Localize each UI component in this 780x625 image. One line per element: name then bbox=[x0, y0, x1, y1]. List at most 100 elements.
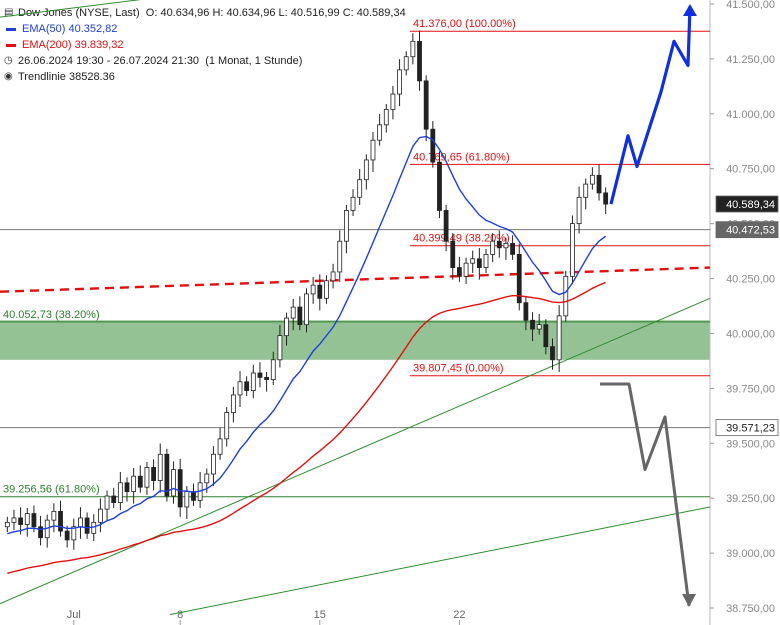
y-tick-label: 40.000,00 bbox=[726, 328, 775, 340]
legend-title-row: ▤ Dow Jones (NYSE, Last) O: 40.634,96 H:… bbox=[4, 5, 406, 21]
candle-body bbox=[450, 240, 456, 268]
fib-level-label: 40.052,73 (38.20%) bbox=[3, 309, 100, 321]
price-label-text: 40.589,34 bbox=[726, 199, 775, 211]
candle-body bbox=[556, 315, 562, 361]
support-zone bbox=[0, 320, 710, 360]
candle-body bbox=[324, 280, 329, 299]
candle-body bbox=[337, 240, 343, 273]
price-label-box bbox=[715, 221, 779, 239]
candle-body bbox=[11, 517, 17, 523]
clock-icon: ◷ bbox=[4, 55, 13, 66]
candle-body bbox=[470, 258, 476, 264]
candle-body bbox=[563, 275, 569, 317]
candle-body bbox=[244, 381, 250, 391]
candle-body bbox=[51, 510, 57, 521]
candle-body bbox=[177, 469, 183, 508]
candle-body bbox=[217, 438, 223, 455]
candle-body bbox=[490, 240, 496, 255]
candle-body bbox=[104, 495, 110, 510]
price-label-box bbox=[715, 419, 779, 437]
ema200-line bbox=[7, 281, 606, 575]
y-tick-label: 41.250,00 bbox=[726, 54, 775, 66]
candle-body bbox=[224, 412, 230, 440]
candle-body bbox=[443, 210, 449, 242]
y-tick-label: 39.750,00 bbox=[726, 383, 775, 395]
candle-body bbox=[171, 469, 176, 497]
x-tick-label: Jul bbox=[67, 609, 81, 621]
fib-level-label: 39.256,56 (61.80%) bbox=[3, 484, 100, 496]
candle-body bbox=[390, 93, 396, 110]
candle-body bbox=[124, 482, 130, 492]
legend-ema50-value: 40.352,82 bbox=[68, 23, 118, 35]
y-tick-label: 41.000,00 bbox=[726, 109, 775, 121]
candle-body bbox=[410, 40, 416, 58]
fib-level-label: 41.376,00 (100.00%) bbox=[413, 18, 516, 30]
green-trendline-top bbox=[0, 0, 141, 18]
x-tick-label: 22 bbox=[453, 609, 465, 621]
legend-title: Dow Jones (NYSE, Last) bbox=[18, 7, 140, 19]
candle-body bbox=[237, 381, 243, 396]
y-tick-label: 39.500,00 bbox=[726, 438, 775, 450]
candle-body bbox=[284, 317, 289, 337]
y-tick-label: 38.750,00 bbox=[726, 603, 775, 615]
candle-body bbox=[530, 319, 535, 330]
green-trendline-upper bbox=[0, 297, 711, 605]
candle-body bbox=[476, 258, 482, 268]
candle-body bbox=[536, 324, 542, 330]
ema50-swatch bbox=[6, 27, 16, 31]
candle-body bbox=[31, 513, 37, 528]
fib-level-label: 40.399,49 (38.20%) bbox=[413, 233, 510, 245]
legend-ema200-value: 39.839,32 bbox=[74, 39, 124, 51]
bearish-arrowhead bbox=[682, 594, 696, 607]
candle-body bbox=[144, 467, 150, 488]
candle-body bbox=[343, 210, 349, 242]
legend-range-row: ◷ 26.06.2024 19:30 - 26.07.2024 21:30 (1… bbox=[4, 53, 406, 69]
candle-body bbox=[71, 526, 77, 541]
candle-body bbox=[230, 394, 236, 413]
candle-body bbox=[543, 324, 549, 348]
candle-body bbox=[363, 159, 369, 181]
legend-ema50-row: EMA(50) 40.352,82 bbox=[4, 21, 406, 37]
candle-body bbox=[423, 80, 429, 130]
candle-body bbox=[131, 475, 137, 492]
candle-body bbox=[78, 517, 83, 528]
candle-body bbox=[24, 513, 30, 525]
candle-body bbox=[304, 293, 309, 326]
legend-trend-label: Trendlinie bbox=[18, 71, 66, 83]
candle-body bbox=[18, 517, 24, 525]
candle-body bbox=[257, 372, 263, 378]
candle-body bbox=[463, 262, 469, 277]
bearish-scenario-path bbox=[600, 382, 691, 606]
candle-body bbox=[164, 453, 170, 497]
candle-body bbox=[383, 109, 389, 126]
candle-body bbox=[151, 467, 156, 482]
candle-body bbox=[98, 508, 103, 523]
chart-legend: ▤ Dow Jones (NYSE, Last) O: 40.634,96 H:… bbox=[4, 5, 406, 85]
dashed-trendline bbox=[0, 266, 711, 293]
candle-body bbox=[523, 302, 529, 321]
y-tick-label: 39.250,00 bbox=[726, 493, 775, 505]
legend-ema200-label: EMA(200) bbox=[22, 39, 72, 51]
candle-body bbox=[516, 253, 522, 304]
bullish-arrowhead bbox=[683, 4, 697, 16]
candle-body bbox=[204, 473, 210, 484]
candle-body bbox=[437, 161, 442, 211]
green-trendline-lower bbox=[169, 506, 711, 616]
candle-body bbox=[397, 69, 402, 95]
candle-body bbox=[277, 335, 283, 361]
y-tick-label: 40.750,00 bbox=[726, 164, 775, 176]
candle-body bbox=[4, 521, 10, 528]
candle-body bbox=[357, 179, 363, 198]
target-icon: ◉ bbox=[4, 71, 13, 82]
candle-body bbox=[290, 306, 296, 319]
candle-body bbox=[570, 223, 575, 277]
legend-ema200-row: EMA(200) 39.839,32 bbox=[4, 37, 406, 53]
y-tick-label: 40.250,00 bbox=[726, 274, 775, 286]
ema50-line bbox=[7, 135, 607, 535]
y-tick-label: 41.500,00 bbox=[726, 0, 775, 11]
candle-body bbox=[317, 284, 323, 299]
candle-body bbox=[417, 40, 422, 82]
candle-body bbox=[576, 196, 582, 225]
candlestick-icon: ▤ bbox=[4, 7, 14, 18]
legend-range: 26.06.2024 19:30 - 26.07.2024 21:30 bbox=[18, 55, 200, 67]
